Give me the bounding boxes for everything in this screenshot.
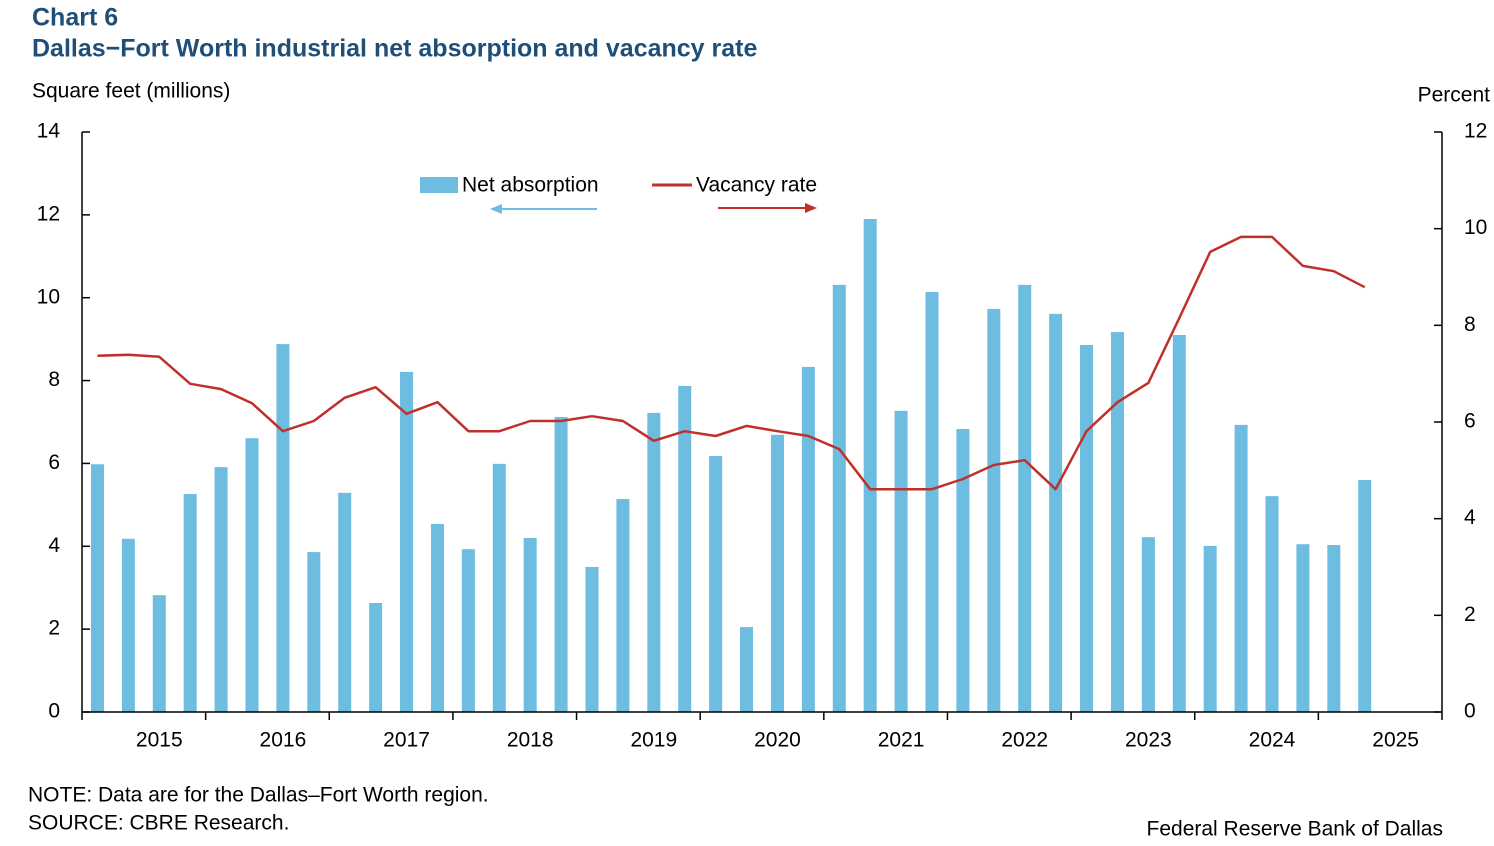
- y-axis-label: Square feet (millions): [32, 80, 230, 103]
- y-tick-label: 14: [37, 120, 61, 143]
- x-tick-label: 2019: [630, 729, 677, 752]
- chart-title: Dallas−Fort Worth industrial net absorpt…: [32, 35, 757, 63]
- bar: [863, 219, 877, 712]
- y-tick-label: 10: [37, 285, 60, 308]
- bar: [554, 417, 568, 712]
- bar: [492, 463, 506, 712]
- bar: [740, 627, 754, 712]
- bar: [770, 434, 784, 712]
- y2-tick-label: 2: [1464, 603, 1476, 626]
- y2-tick-label: 0: [1464, 700, 1476, 723]
- bar: [925, 291, 939, 712]
- bar: [307, 552, 321, 712]
- bar: [647, 412, 661, 712]
- y-tick-label: 2: [48, 617, 60, 640]
- y2-tick-label: 6: [1464, 410, 1476, 433]
- legend-label: Net absorption: [462, 174, 599, 197]
- x-tick-label: 2016: [260, 729, 307, 752]
- bar: [956, 429, 970, 712]
- x-tick-label: 2024: [1249, 729, 1296, 752]
- x-tick-label: 2018: [507, 729, 554, 752]
- bar: [987, 308, 1001, 712]
- bar: [894, 410, 908, 712]
- chart-label: Chart 6: [32, 4, 118, 32]
- bar: [90, 464, 104, 712]
- y-tick-label: 12: [37, 202, 60, 225]
- bar: [1018, 284, 1032, 712]
- y2-axis-label: Percent: [1418, 84, 1491, 107]
- arrow: [718, 203, 817, 213]
- bar: [678, 385, 692, 712]
- bar: [1203, 545, 1217, 712]
- y-tick-label: 6: [48, 451, 60, 474]
- line: [97, 235, 1366, 491]
- bar: [400, 371, 414, 712]
- x-tick-label: 2021: [878, 729, 925, 752]
- bar: [616, 499, 630, 712]
- x-tick-label: 2023: [1125, 729, 1172, 752]
- bar: [152, 595, 166, 712]
- bar: [461, 549, 475, 712]
- bar: [1110, 332, 1124, 712]
- bar: [1141, 537, 1155, 712]
- note: NOTE: Data are for the Dallas–Fort Worth…: [28, 784, 489, 807]
- bar: [214, 467, 228, 712]
- bar: [1296, 544, 1310, 712]
- bar: [245, 438, 259, 712]
- arrow: [490, 204, 597, 214]
- bar: [801, 366, 815, 712]
- legend-swatch: [420, 177, 458, 193]
- x-tick-label: 2015: [136, 729, 183, 752]
- x-tick-label: 2025: [1372, 729, 1419, 752]
- source: SOURCE: CBRE Research.: [28, 812, 289, 835]
- bar: [1358, 480, 1372, 712]
- y2-tick-label: 8: [1464, 313, 1476, 336]
- y-tick-label: 0: [48, 700, 60, 723]
- x-tick-label: 2017: [383, 729, 430, 752]
- y-tick-label: 4: [48, 534, 60, 557]
- bar: [430, 523, 444, 712]
- bar: [1327, 545, 1341, 712]
- bar: [121, 538, 135, 712]
- legend-label: Vacancy rate: [696, 174, 817, 197]
- bar: [1172, 335, 1186, 712]
- bar: [1234, 424, 1248, 712]
- bar: [523, 538, 537, 712]
- y2-tick-label: 10: [1464, 216, 1487, 239]
- bar: [369, 603, 383, 712]
- bar: [1049, 313, 1063, 712]
- x-tick-label: 2022: [1001, 729, 1048, 752]
- bar: [1080, 344, 1094, 712]
- bar: [709, 455, 723, 712]
- bar: [1265, 496, 1279, 712]
- bar: [338, 492, 352, 712]
- bar: [585, 567, 599, 712]
- y2-tick-label: 4: [1464, 506, 1476, 529]
- credit: Federal Reserve Bank of Dallas: [1147, 818, 1443, 841]
- x-tick-label: 2020: [754, 729, 801, 752]
- bar: [276, 344, 290, 712]
- bar: [832, 284, 846, 712]
- y-tick-label: 8: [48, 368, 60, 391]
- bar: [183, 494, 197, 712]
- y2-tick-label: 12: [1464, 120, 1487, 143]
